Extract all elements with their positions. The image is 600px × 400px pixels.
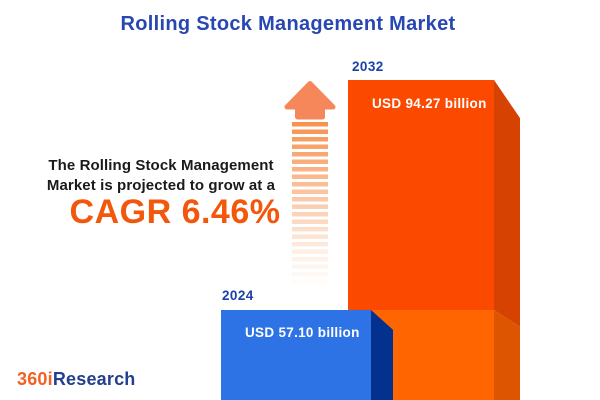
- company-logo: 360iResearch: [17, 369, 136, 390]
- logo-part-360i: 360i: [17, 369, 53, 389]
- bar-2024-front: [221, 310, 371, 400]
- bar-2032-side-upper: [494, 80, 520, 328]
- bar-2024-year-label: 2024: [222, 288, 254, 303]
- bar-2024-value-label: USD 57.10 billion: [245, 325, 360, 340]
- logo-part-research: Research: [52, 369, 136, 389]
- page-title: Rolling Stock Management Market: [120, 13, 456, 35]
- bar-2032-value-label: USD 94.27 billion: [372, 96, 487, 111]
- bar-2032-front-upper: [348, 80, 494, 310]
- bar-2024-side: [371, 310, 393, 400]
- growth-arrow-icon: [282, 80, 338, 122]
- annotation-block: The Rolling Stock Management Market is p…: [42, 156, 280, 229]
- cagr-value: CAGR 6.46%: [69, 193, 281, 231]
- bar-2032-year-label: 2032: [352, 59, 384, 74]
- annotation-line-1: The Rolling Stock Management: [48, 157, 274, 174]
- growth-arrow-stripes: [292, 122, 328, 294]
- annotation-line-2: Market is projected to grow at a: [46, 177, 276, 194]
- bar-2032-side-lower: [494, 310, 520, 400]
